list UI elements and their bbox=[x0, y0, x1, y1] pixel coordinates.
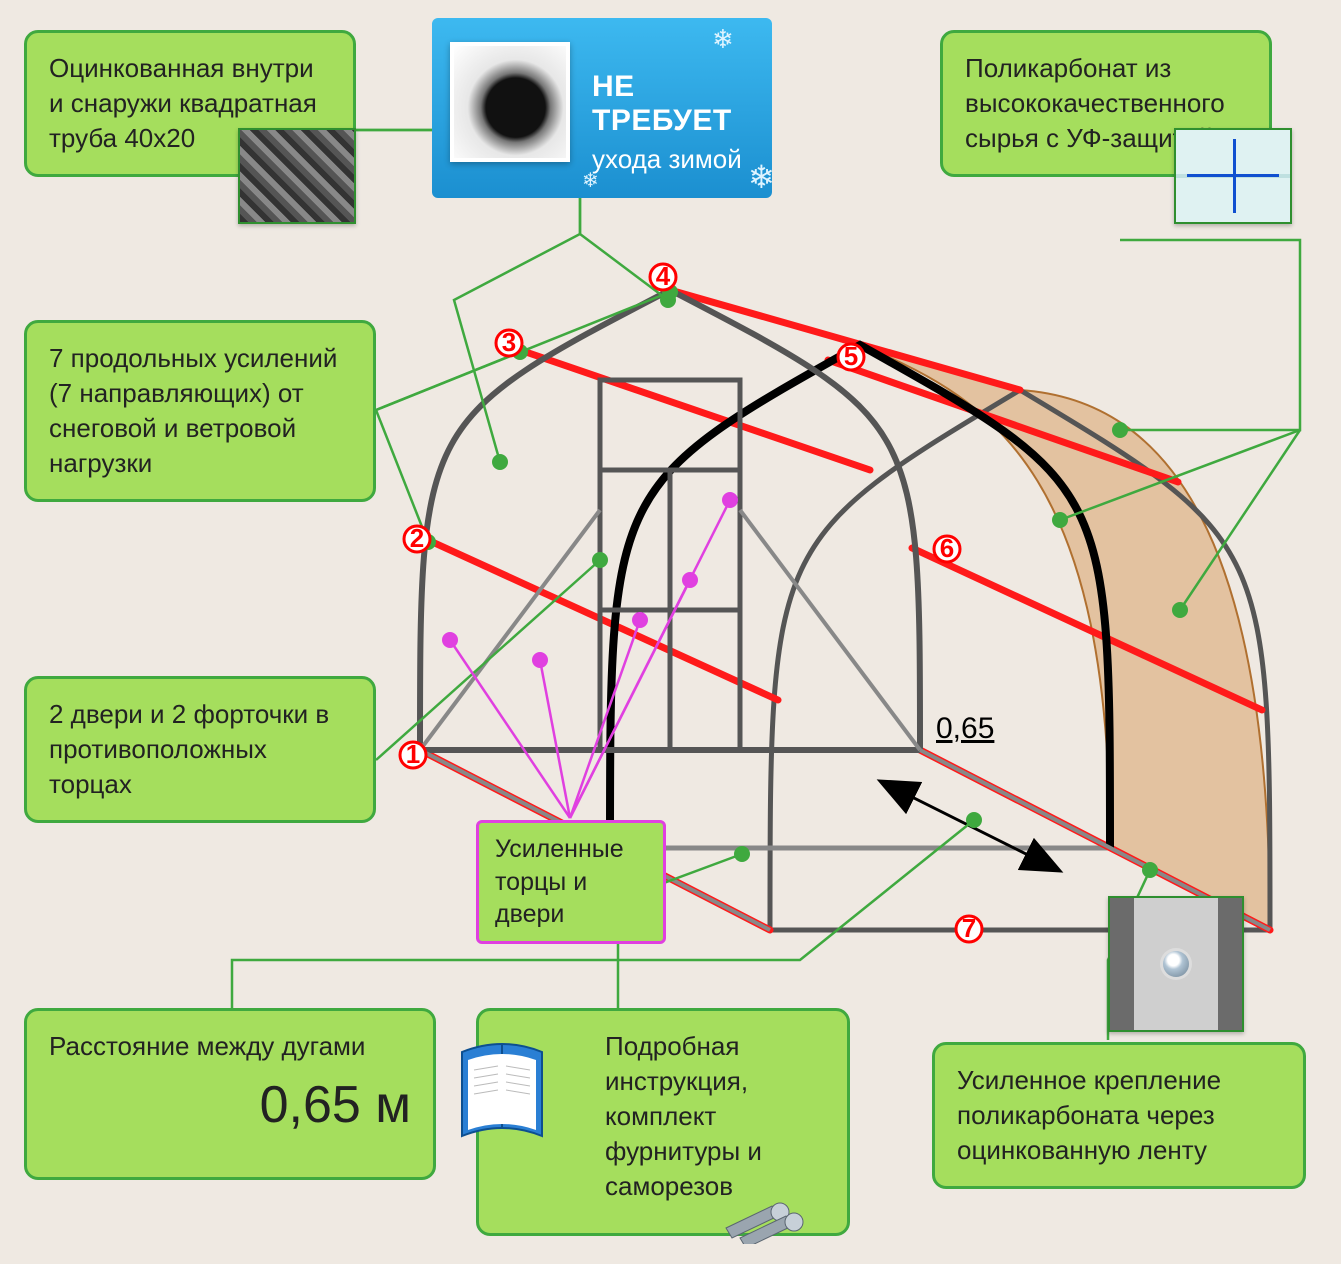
snowflake-icon: ❄ bbox=[712, 24, 734, 55]
dimension-label: 0,65 bbox=[936, 712, 994, 746]
winter-photo bbox=[450, 42, 570, 162]
winter-subtitle: ухода зимой bbox=[592, 144, 754, 175]
svg-text:2: 2 bbox=[410, 523, 424, 553]
callout-manual-text: Подробная инструкция, комплект фурнитуры… bbox=[605, 1031, 762, 1201]
svg-text:3: 3 bbox=[502, 327, 516, 357]
callout-doors-text: 2 двери и 2 форточки в противоположных т… bbox=[49, 699, 329, 799]
callout-mount: Усиленное крепление поликарбоната через … bbox=[932, 1042, 1306, 1189]
callout-mount-text: Усиленное крепление поликарбоната через … bbox=[957, 1065, 1221, 1165]
thumb-bolt bbox=[1108, 896, 1244, 1032]
callout-rails: 7 продольных усилений (7 направляющих) о… bbox=[24, 320, 376, 502]
infographic-canvas: 1234567 ❄ ❄ ❄ НЕ ТРЕБУЕТ ухода зимой Оци… bbox=[0, 0, 1341, 1264]
callout-distance: Расстояние между дугами 0,65 м bbox=[24, 1008, 436, 1180]
reinforced-ends-text: Усиленные торцы и двери bbox=[495, 835, 624, 928]
distance-value: 0,65 м bbox=[260, 1076, 411, 1134]
distance-label: Расстояние между дугами bbox=[49, 1029, 411, 1064]
callout-doors: 2 двери и 2 форточки в противоположных т… bbox=[24, 676, 376, 823]
svg-text:4: 4 bbox=[656, 261, 671, 291]
callout-rails-text: 7 продольных усилений (7 направляющих) о… bbox=[49, 343, 337, 478]
thumb-poly bbox=[1174, 128, 1292, 224]
callout-reinforced-ends: Усиленные торцы и двери bbox=[476, 820, 666, 944]
svg-text:7: 7 bbox=[962, 913, 976, 943]
svg-text:5: 5 bbox=[844, 341, 858, 371]
svg-text:1: 1 bbox=[406, 739, 420, 769]
book-icon bbox=[452, 1040, 552, 1150]
winter-badge: ❄ ❄ ❄ НЕ ТРЕБУЕТ ухода зимой bbox=[432, 18, 772, 198]
winter-title: НЕ ТРЕБУЕТ bbox=[592, 70, 754, 138]
screws-icon bbox=[720, 1194, 810, 1244]
thumb-tubes bbox=[238, 128, 356, 224]
svg-text:6: 6 bbox=[940, 533, 954, 563]
snowflake-icon: ❄ bbox=[748, 158, 775, 196]
snowflake-icon: ❄ bbox=[582, 168, 599, 193]
